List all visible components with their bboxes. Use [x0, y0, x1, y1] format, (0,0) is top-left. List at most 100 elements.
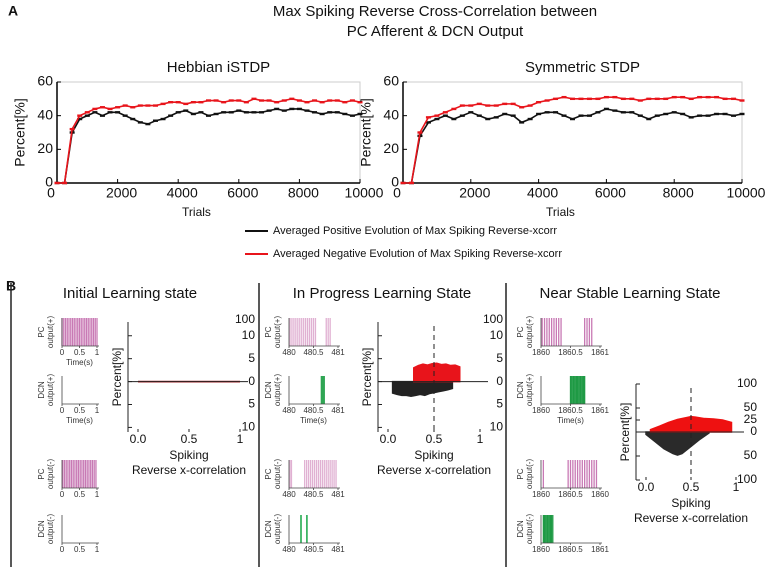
data-point: [349, 99, 355, 102]
data-point: [145, 122, 151, 126]
data-point: [304, 101, 310, 104]
data-point: [671, 95, 677, 99]
y-axis-label: output(-): [273, 459, 282, 490]
x-tick-label: 0.5: [74, 406, 86, 415]
x-tick-label: 1860: [591, 490, 609, 499]
figure-title: Max Spiking Reverse Cross-Correlation be…: [273, 3, 597, 20]
data-point: [434, 117, 440, 121]
x-tick-label: 0: [60, 490, 65, 499]
y-tick-label: 100: [737, 472, 757, 486]
x-tick-label: 0.5: [181, 432, 198, 446]
x-tick-label: 1861: [591, 348, 609, 357]
x-tick-label: 1: [477, 432, 484, 446]
data-point: [468, 111, 474, 114]
data-point: [289, 97, 295, 101]
y-tick-label: 40: [37, 106, 53, 122]
data-point: [468, 104, 474, 107]
data-point: [236, 99, 242, 102]
column-title: Initial Learning state: [63, 285, 197, 302]
y-tick-label: 0: [45, 174, 53, 190]
data-point: [266, 109, 272, 112]
data-point: [107, 111, 113, 114]
x-axis-label: Spiking: [671, 496, 710, 510]
data-point: [459, 114, 465, 117]
data-point: [646, 117, 652, 121]
x-tick-label: 1860.5: [558, 406, 583, 415]
data-point: [334, 99, 340, 102]
column-title: Near Stable Learning State: [540, 285, 721, 302]
xcorr-area: [391, 380, 454, 398]
x-tick-label: 481: [331, 545, 345, 554]
data-point: [663, 97, 669, 101]
data-point: [400, 181, 406, 185]
x-tick-label: 10000: [345, 185, 384, 201]
y-tick-label: 60: [383, 73, 399, 89]
x-tick-label: 480: [282, 348, 296, 357]
data-point: [561, 95, 567, 99]
plot-frame: [56, 81, 361, 184]
xcorr-area: [645, 431, 710, 456]
y-axis-label: DCN: [264, 520, 273, 538]
x-tick-label: 1: [95, 348, 100, 357]
data-point: [54, 181, 60, 185]
x-tick-label: 4000: [167, 185, 198, 201]
x-tick-label: 8000: [663, 185, 694, 201]
x-tick-label: 480.5: [303, 490, 324, 499]
data-point: [586, 97, 592, 101]
figure-title: PC Afferent & DCN Output: [347, 23, 524, 40]
data-point: [646, 97, 652, 101]
x-axis-label: Time(s): [300, 416, 327, 425]
x-axis-label: Reverse x-correlation: [634, 511, 748, 525]
data-point: [595, 111, 601, 114]
x-tick-label: 480: [282, 406, 296, 415]
data-point: [228, 111, 234, 114]
data-point: [705, 114, 711, 117]
chart-title: Hebbian iSTDP: [167, 59, 270, 76]
data-point: [425, 121, 431, 124]
data-point: [527, 117, 533, 121]
data-point: [259, 111, 265, 114]
x-tick-label: 1860.5: [558, 545, 583, 554]
data-point: [637, 99, 643, 102]
y-tick-label: 50: [744, 400, 758, 414]
y-tick-label: 10: [242, 420, 256, 434]
data-point: [99, 106, 105, 109]
data-point: [115, 106, 121, 109]
y-tick-label: 25: [744, 412, 758, 426]
data-point: [485, 117, 491, 121]
y-tick-label: 60: [37, 73, 53, 89]
data-point: [349, 114, 355, 117]
data-point: [442, 114, 448, 117]
x-tick-label: 1860: [532, 490, 550, 499]
x-tick-label: 1: [95, 545, 100, 554]
data-point: [502, 112, 508, 116]
x-axis-label: Spiking: [169, 448, 208, 462]
data-point: [145, 104, 151, 107]
data-point: [510, 102, 516, 106]
y-axis-label: PC: [37, 326, 46, 337]
y-tick-label: 5: [248, 397, 255, 411]
y-tick-label: 0: [496, 374, 503, 388]
y-axis-label: PC: [37, 468, 46, 479]
data-point: [175, 111, 181, 114]
data-point: [612, 109, 618, 112]
data-point: [527, 104, 533, 107]
y-tick-label: 5: [496, 397, 503, 411]
data-point: [319, 101, 325, 104]
data-point: [485, 104, 491, 107]
data-point: [544, 99, 550, 102]
data-point: [553, 111, 559, 114]
y-tick-label: 20: [383, 140, 399, 156]
data-point: [714, 95, 720, 99]
data-point: [334, 111, 340, 114]
y-tick-label: 100: [737, 376, 757, 390]
data-point: [620, 111, 626, 114]
y-tick-label: 20: [37, 140, 53, 156]
x-tick-label: 10000: [727, 185, 766, 201]
y-axis-label: output(-): [525, 459, 534, 490]
y-top-label: 100: [235, 312, 255, 326]
y-tick-label: 5: [496, 351, 503, 365]
x-tick-label: 0: [393, 185, 401, 201]
data-point: [536, 101, 542, 104]
